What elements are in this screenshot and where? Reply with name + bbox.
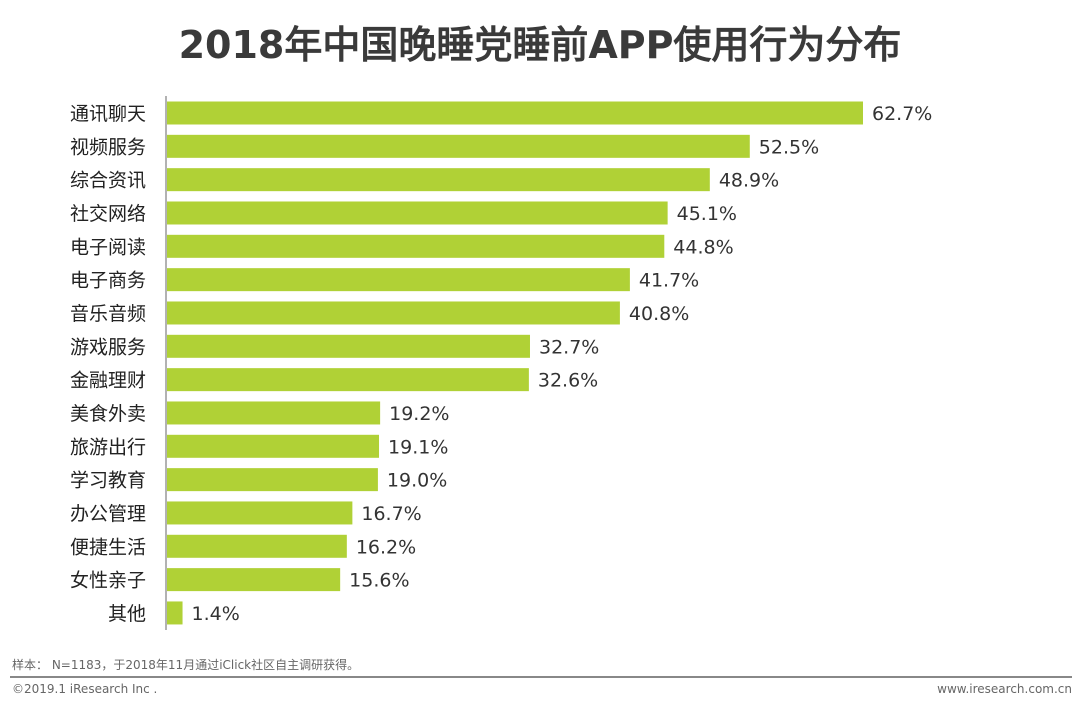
- value-label: 41.7%: [639, 270, 699, 292]
- bar-3: [167, 201, 668, 225]
- value-label: 19.2%: [389, 403, 449, 425]
- bar-chart: 通讯聊天 62.7% 视频服务 52.5% 综合资讯 48.9% 社交网络 45.1% 电子阅读…: [70, 96, 932, 630]
- category-label: 综合资讯: [70, 170, 146, 192]
- bar-2: [167, 168, 710, 192]
- bar-4: [167, 234, 665, 258]
- value-label: 40.8%: [629, 303, 689, 325]
- category-label: 社交网络: [70, 203, 146, 225]
- website: www.iresearch.com.cn: [937, 682, 1072, 696]
- value-label: 44.8%: [673, 236, 733, 258]
- value-label: 32.7%: [539, 336, 599, 358]
- value-label: 45.1%: [677, 203, 737, 225]
- category-label: 学习教育: [70, 470, 146, 492]
- category-label: 办公管理: [70, 503, 146, 525]
- category-label: 其他: [108, 603, 146, 625]
- bar-12: [167, 501, 353, 525]
- bar-13: [167, 534, 347, 558]
- sample-note: 样本： N=1183，于2018年11月通过iClick社区自主调研获得。: [12, 658, 360, 672]
- value-label: 16.7%: [361, 503, 421, 525]
- bar-6: [167, 301, 620, 325]
- value-label: 52.5%: [759, 136, 819, 158]
- category-label: 便捷生活: [70, 536, 146, 558]
- bar-8: [167, 368, 529, 392]
- category-label: 旅游出行: [70, 436, 146, 458]
- value-label: 62.7%: [872, 103, 932, 125]
- category-label: 游戏服务: [70, 336, 146, 358]
- copyright: ©2019.1 iResearch Inc .: [12, 682, 158, 696]
- bar-0: [167, 101, 863, 125]
- footer-divider: [10, 676, 1072, 678]
- bar-11: [167, 468, 378, 492]
- category-label: 金融理财: [70, 370, 146, 392]
- value-label: 16.2%: [356, 536, 416, 558]
- bar-5: [167, 268, 630, 292]
- bar-7: [167, 334, 530, 358]
- category-label: 视频服务: [70, 136, 146, 158]
- category-label: 女性亲子: [70, 570, 146, 592]
- category-label: 美食外卖: [70, 403, 146, 425]
- bar-9: [167, 401, 381, 425]
- category-label: 电子阅读: [70, 236, 146, 258]
- value-label: 19.1%: [388, 436, 448, 458]
- value-label: 19.0%: [387, 470, 447, 492]
- value-label: 15.6%: [349, 570, 409, 592]
- value-label: 32.6%: [538, 370, 598, 392]
- bar-14: [167, 568, 341, 592]
- bar-10: [167, 434, 380, 458]
- category-label: 电子商务: [70, 270, 146, 292]
- value-label: 48.9%: [719, 170, 779, 192]
- category-label: 通讯聊天: [70, 103, 146, 125]
- chart-title: 2018年中国晚睡党睡前APP使用行为分布: [178, 23, 902, 67]
- value-label: 1.4%: [192, 603, 240, 625]
- bar-1: [167, 134, 750, 158]
- category-label: 音乐音频: [70, 303, 146, 325]
- bar-15: [167, 601, 183, 625]
